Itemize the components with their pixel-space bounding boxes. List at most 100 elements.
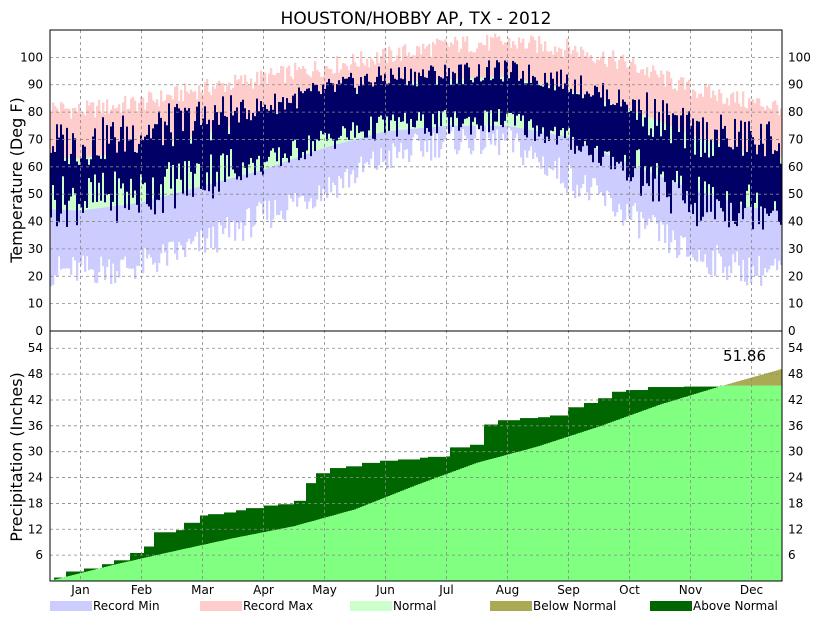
- actual-temp-bar: [180, 110, 183, 180]
- temp-tick-label-left: 10: [28, 297, 43, 311]
- above-normal-bar: [412, 459, 415, 487]
- normal-precip-bar: [578, 433, 581, 581]
- normal-precip-bar: [376, 500, 379, 581]
- actual-temp-bar: [584, 94, 587, 142]
- actual-temp-bar: [766, 124, 769, 214]
- record-min-bar: [598, 150, 601, 195]
- above-normal-bar: [538, 417, 541, 447]
- above-normal-bar: [274, 505, 277, 531]
- record-min-bar: [320, 148, 323, 202]
- record-min-bar: [302, 155, 305, 196]
- record-min-bar: [468, 125, 471, 149]
- record-min-bar: [718, 197, 721, 254]
- normal-precip-bar: [170, 551, 173, 581]
- record-min-bar: [564, 136, 567, 188]
- above-normal-bar: [258, 508, 261, 534]
- normal-precip-bar: [774, 385, 777, 581]
- record-max-bar: [310, 77, 313, 103]
- actual-temp-bar: [274, 93, 277, 153]
- actual-temp-bar: [182, 131, 185, 194]
- record-min-bar: [76, 210, 79, 281]
- actual-temp-bar: [374, 82, 377, 141]
- above-normal-bar: [346, 466, 349, 512]
- record-max-bar: [414, 55, 417, 83]
- record-max-bar: [614, 61, 617, 105]
- actual-temp-bar: [214, 105, 217, 187]
- record-max-bar: [202, 93, 205, 134]
- record-min-bar: [394, 130, 397, 147]
- legend: Record Min Record Max Normal Below Normal Ab…: [50, 599, 778, 613]
- above-normal-bar: [308, 483, 311, 523]
- above-normal-bar: [564, 415, 567, 438]
- record-min-bar: [108, 206, 111, 260]
- record-min-bar: [326, 146, 329, 198]
- actual-temp-bar: [464, 64, 467, 119]
- actual-temp-bar: [616, 102, 619, 162]
- above-normal-bar: [248, 508, 251, 536]
- actual-temp-bar: [228, 134, 231, 177]
- normal-precip-bar: [74, 574, 77, 581]
- above-normal-bar: [262, 508, 265, 533]
- record-min-bar: [230, 178, 233, 222]
- normal-precip-bar: [440, 476, 443, 581]
- above-normal-bar: [604, 398, 607, 425]
- actual-temp-bar: [328, 78, 331, 134]
- above-normal-bar: [338, 468, 341, 514]
- record-min-bar: [196, 187, 199, 232]
- normal-precip-bar: [274, 530, 277, 581]
- below-normal-bar: [756, 375, 759, 386]
- normal-precip-bar: [478, 462, 481, 581]
- actual-temp-bar: [426, 77, 429, 129]
- record-min-bar: [686, 187, 689, 257]
- above-normal-bar: [482, 444, 485, 462]
- record-min-bar: [712, 195, 715, 251]
- actual-temp-bar: [58, 137, 61, 223]
- record-max-bar: [152, 100, 155, 148]
- normal-precip-bar: [284, 528, 287, 581]
- normal-precip-bar: [402, 490, 405, 581]
- precip-tick-label-right: 30: [788, 445, 803, 459]
- above-normal-bar: [428, 456, 431, 481]
- record-min-bar: [562, 135, 565, 183]
- above-normal-bar: [528, 418, 531, 449]
- above-normal-bar: [672, 387, 675, 401]
- record-min-bar: [148, 200, 151, 255]
- normal-precip-bar: [174, 551, 177, 581]
- above-normal-bar: [556, 415, 559, 441]
- record-min-bar: [388, 130, 391, 151]
- record-min-bar: [222, 180, 225, 235]
- record-min-bar: [368, 135, 371, 166]
- record-min-bar: [730, 201, 733, 274]
- above-normal-bar: [106, 564, 109, 567]
- record-max-bar: [618, 60, 621, 107]
- record-max-bar: [138, 102, 141, 151]
- record-min-bar: [116, 205, 119, 272]
- record-max-bar: [452, 44, 455, 79]
- normal-precip-bar: [128, 561, 131, 581]
- actual-temp-bar: [278, 101, 281, 148]
- record-min-bar: [298, 156, 301, 198]
- above-normal-bar: [380, 460, 383, 500]
- precip-tick-label-left: 54: [28, 341, 43, 355]
- actual-temp-bar: [522, 70, 525, 116]
- actual-temp-bar: [114, 137, 117, 172]
- normal-precip-bar: [452, 471, 455, 581]
- below-normal-bar: [774, 370, 777, 386]
- record-min-bar: [736, 203, 739, 252]
- record-min-bar: [74, 210, 77, 261]
- above-normal-bar: [574, 407, 577, 435]
- above-normal-bar: [218, 514, 221, 542]
- normal-precip-bar: [318, 519, 321, 581]
- record-max-bar: [758, 98, 761, 157]
- record-max-bar: [746, 108, 749, 155]
- record-max-bar: [530, 35, 533, 82]
- above-normal-bar: [636, 390, 639, 413]
- actual-temp-bar: [638, 99, 641, 150]
- record-max-bar: [604, 64, 607, 102]
- record-min-bar: [238, 176, 241, 230]
- record-max-bar: [584, 56, 587, 96]
- above-normal-bar: [566, 415, 569, 438]
- record-min-bar: [676, 183, 679, 258]
- record-min-bar: [182, 191, 185, 250]
- normal-precip-bar: [386, 496, 389, 581]
